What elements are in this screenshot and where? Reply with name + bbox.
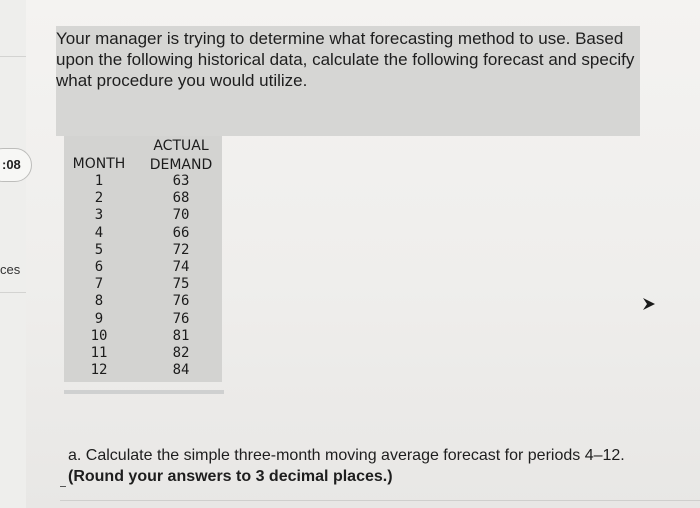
part-a-text: a. Calculate the simple three-month movi…: [68, 447, 625, 464]
demand-cell: 72: [172, 241, 190, 258]
divider: [60, 500, 700, 501]
demand-cell: 76: [172, 310, 190, 327]
part-a-instructions: a. Calculate the simple three-month movi…: [68, 445, 628, 487]
table-scrollbar[interactable]: [64, 390, 224, 394]
timer-text: :08: [2, 157, 21, 172]
demand-cell: 68: [172, 190, 190, 207]
question-text: Your manager is trying to determine what…: [56, 29, 635, 90]
month-cell: 5: [94, 241, 104, 258]
month-column-header: MONTH: [72, 156, 126, 172]
month-column: 1 2 3 4 5 6 7 8 9 10 11 12: [66, 173, 132, 379]
month-cell: 3: [94, 207, 104, 224]
timer-badge[interactable]: [0, 148, 32, 182]
demand-cell: 75: [172, 276, 190, 293]
demand-cell: 66: [172, 224, 190, 241]
demand-cell: 76: [172, 293, 190, 310]
month-cell: 9: [94, 310, 104, 327]
demand-cell: 70: [172, 207, 190, 224]
month-cell: 8: [94, 293, 104, 310]
data-table: [64, 136, 222, 382]
demand-cell: 63: [172, 173, 190, 189]
sidebar-item-resources[interactable]: ces: [0, 262, 21, 277]
month-cell: 2: [94, 190, 104, 207]
demand-cell: 81: [172, 327, 190, 344]
sidebar-divider: [0, 56, 26, 57]
demand-cell: 74: [172, 258, 190, 275]
demand-cell: 82: [172, 344, 190, 361]
actual-column-header: ACTUAL: [153, 138, 209, 154]
month-cell: 1: [94, 173, 104, 189]
part-a-rounding-note: (Round your answers to 3 decimal places.…: [68, 468, 393, 485]
month-cell: 4: [94, 224, 104, 241]
demand-cell: 84: [172, 362, 190, 379]
month-cell: 6: [94, 258, 104, 275]
mouse-pointer-icon: [643, 298, 655, 310]
month-cell: 12: [90, 362, 108, 379]
demand-column: 63 68 70 66 72 74 75 76 76 81 82 84: [142, 173, 220, 379]
sidebar: [0, 0, 26, 508]
month-cell: 11: [90, 344, 108, 361]
answer-marker: [60, 486, 66, 487]
question-box: [56, 26, 640, 136]
sidebar-divider: [0, 292, 26, 293]
demand-column-header: DEMAND: [149, 157, 213, 173]
month-cell: 7: [94, 276, 104, 293]
month-cell: 10: [90, 327, 108, 344]
